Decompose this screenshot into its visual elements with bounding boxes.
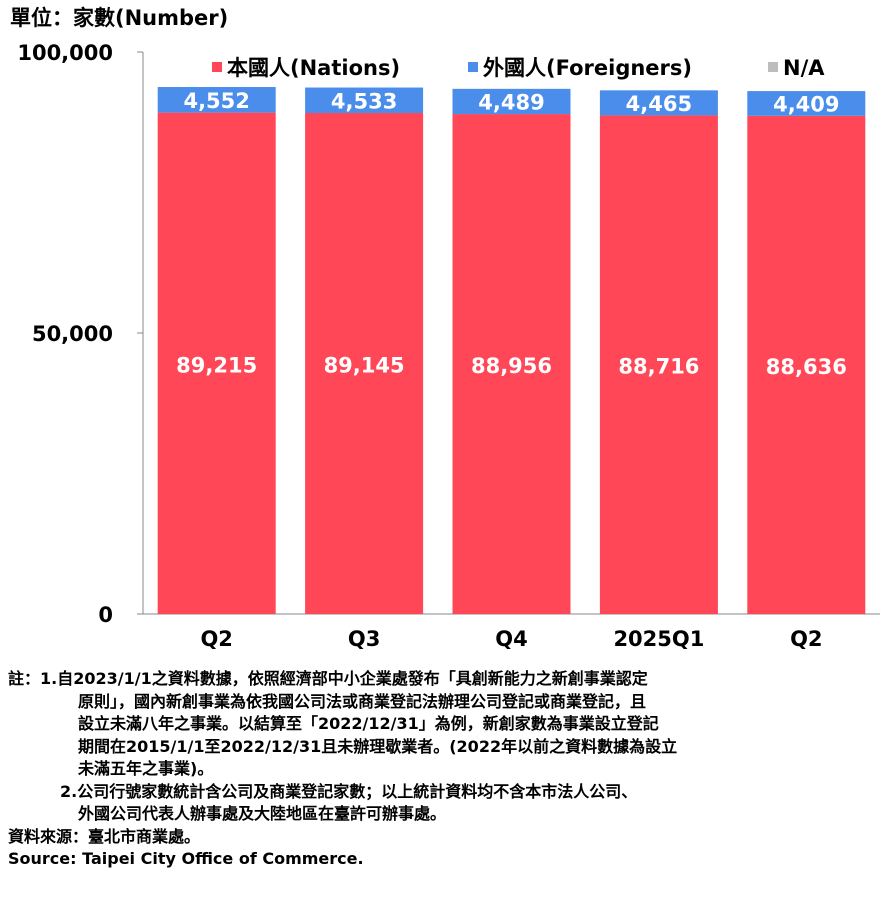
unit-label: 單位：家數(Number) xyxy=(10,6,229,30)
source-en: Source: Taipei City Office of Commerce. xyxy=(8,849,364,868)
legend-swatch xyxy=(212,62,222,72)
note-line-3: 設立未滿八年之事業。以結算至「2022/12/31」為例，新創家數為事業設立登記 xyxy=(78,714,659,733)
data-label: 88,956 xyxy=(471,354,552,378)
bar-segment xyxy=(157,87,276,113)
y-tick-label: 100,000 xyxy=(17,41,113,65)
bar-segment xyxy=(452,114,571,614)
data-label: 4,409 xyxy=(773,92,839,116)
data-label: 88,716 xyxy=(618,355,699,379)
y-tick-label: 0 xyxy=(98,603,113,627)
data-label: 4,465 xyxy=(626,92,692,116)
data-label: 89,215 xyxy=(176,353,257,377)
legend-label: 外國人(Foreigners) xyxy=(483,56,692,80)
legend-label: N/A xyxy=(783,56,825,80)
x-tick-label: Q2 xyxy=(790,627,822,651)
data-label: 4,489 xyxy=(478,90,544,114)
bar-segment xyxy=(157,112,276,615)
x-tick-label: Q4 xyxy=(495,627,527,651)
note-line-2: 原則」，國內新創事業為依我國公司法或商業登記法辦理公司登記或商業登記，且 xyxy=(78,691,647,711)
bar-segment xyxy=(452,88,571,115)
stacked-bar-chart: 0 50,000 100,000 89,215 4,552 Q2 89,145 4,533 Q3… xyxy=(17,41,880,651)
note-line-4: 期間在2015/1/1至2022/12/31且未辦理歇業者。(2022年以前之資… xyxy=(78,736,678,756)
x-tick-label: Q2 xyxy=(200,627,232,651)
note-line-1: 註：1.自2023/1/1之資料數據，依照經濟部中小企業處發布「具創新能力之新創… xyxy=(8,669,648,688)
data-label: 89,145 xyxy=(324,354,405,378)
legend-swatch xyxy=(468,62,478,72)
notes: 註：1.自2023/1/1之資料數據，依照經濟部中小企業處發布「具創新能力之新創… xyxy=(8,668,880,871)
legend-label: 本國人(Nations) xyxy=(227,56,400,80)
bar-segment xyxy=(305,87,424,114)
data-label: 4,533 xyxy=(331,89,397,113)
note-line-5: 未滿五年之事業)。 xyxy=(78,759,214,778)
note-line-6: 2.公司行號家數統計含公司及商業登記家數；以上統計資料均不含本市法人公司、 xyxy=(60,781,638,801)
bar-segment xyxy=(599,90,718,116)
legend-swatch xyxy=(768,62,778,72)
bar-segment xyxy=(305,113,424,614)
bar-segment xyxy=(599,115,718,614)
x-tick-label: Q3 xyxy=(348,627,380,651)
y-tick-label: 50,000 xyxy=(32,322,113,346)
data-label: 4,552 xyxy=(183,89,249,113)
x-tick-label: 2025Q1 xyxy=(613,627,704,651)
bar-segment xyxy=(747,115,866,615)
data-label: 88,636 xyxy=(766,355,847,379)
bar-segment xyxy=(747,91,866,116)
source-zh: 資料來源：臺北市商業處。 xyxy=(8,826,201,846)
note-line-7: 外國公司代表人辦事處及大陸地區在臺許可辦事處。 xyxy=(78,804,447,823)
